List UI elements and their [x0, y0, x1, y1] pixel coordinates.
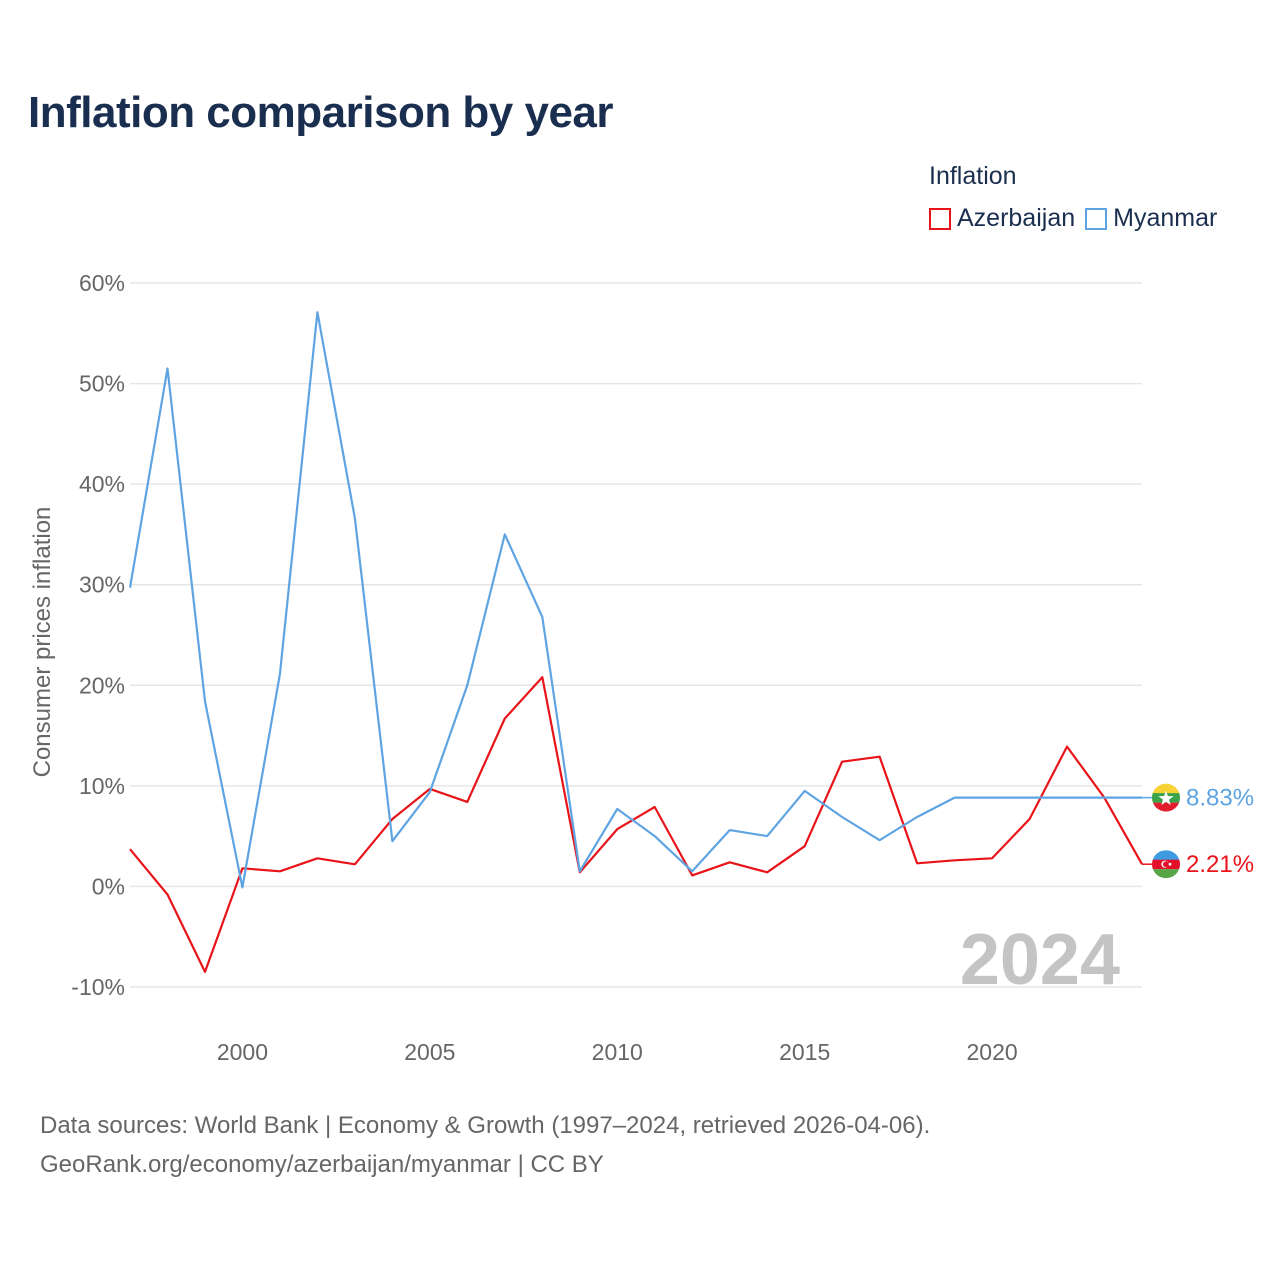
series-line-myanmar — [128, 311, 1142, 889]
x-tick-label: 2015 — [779, 1039, 830, 1065]
end-label-myanmar: 8.83% — [1186, 785, 1254, 812]
series-lines — [128, 311, 1143, 973]
y-tick-label: 0% — [92, 873, 125, 899]
x-tick-label: 2000 — [217, 1039, 268, 1065]
y-tick-label: 60% — [79, 270, 125, 296]
x-tick-label: 2020 — [966, 1039, 1017, 1065]
y-tick-label: -10% — [71, 974, 125, 1000]
y-tick-label: 20% — [79, 672, 125, 698]
footer-link[interactable]: GeoRank.org/economy/azerbaijan/myanmar |… — [40, 1151, 604, 1178]
footer: Data sources: World Bank | Economy & Gro… — [40, 1106, 930, 1184]
y-tick-label: 40% — [79, 471, 125, 497]
series-line-azerbaijan — [129, 676, 1143, 973]
y-axis-ticks: -10% 0% 10% 20% 30% 40% 50% 60% — [71, 270, 125, 1000]
legend: Azerbaijan Myanmar — [929, 204, 1217, 233]
legend-swatch-azerbaijan — [929, 207, 951, 230]
end-labels: 2.21% 8.83% — [1142, 783, 1254, 879]
x-tick-label: 2005 — [404, 1039, 455, 1065]
chart-title: Inflation comparison by year — [28, 88, 614, 137]
gridlines — [130, 282, 1142, 988]
myanmar-flag-icon — [1152, 783, 1180, 812]
legend-label-azerbaijan: Azerbaijan — [957, 204, 1076, 232]
legend-title: Inflation — [929, 162, 1017, 190]
y-tick-label: 50% — [79, 371, 125, 397]
x-tick-label: 2010 — [592, 1039, 643, 1065]
y-axis-title: Consumer prices inflation — [29, 507, 56, 778]
current-year-label: 2024 — [960, 920, 1120, 1000]
legend-label-myanmar: Myanmar — [1113, 204, 1218, 232]
legend-item-myanmar[interactable]: Myanmar — [1085, 204, 1217, 233]
legend-swatch-myanmar — [1085, 207, 1108, 230]
x-axis-ticks: 2000 2005 2010 2015 2020 — [217, 1039, 1018, 1065]
legend-item-azerbaijan[interactable]: Azerbaijan — [929, 204, 1075, 233]
end-label-azerbaijan: 2.21% — [1186, 851, 1254, 878]
y-tick-label: 30% — [79, 572, 125, 598]
y-tick-label: 10% — [79, 773, 125, 799]
footer-sources: Data sources: World Bank | Economy & Gro… — [40, 1112, 931, 1139]
azerbaijan-flag-icon — [1152, 850, 1180, 879]
